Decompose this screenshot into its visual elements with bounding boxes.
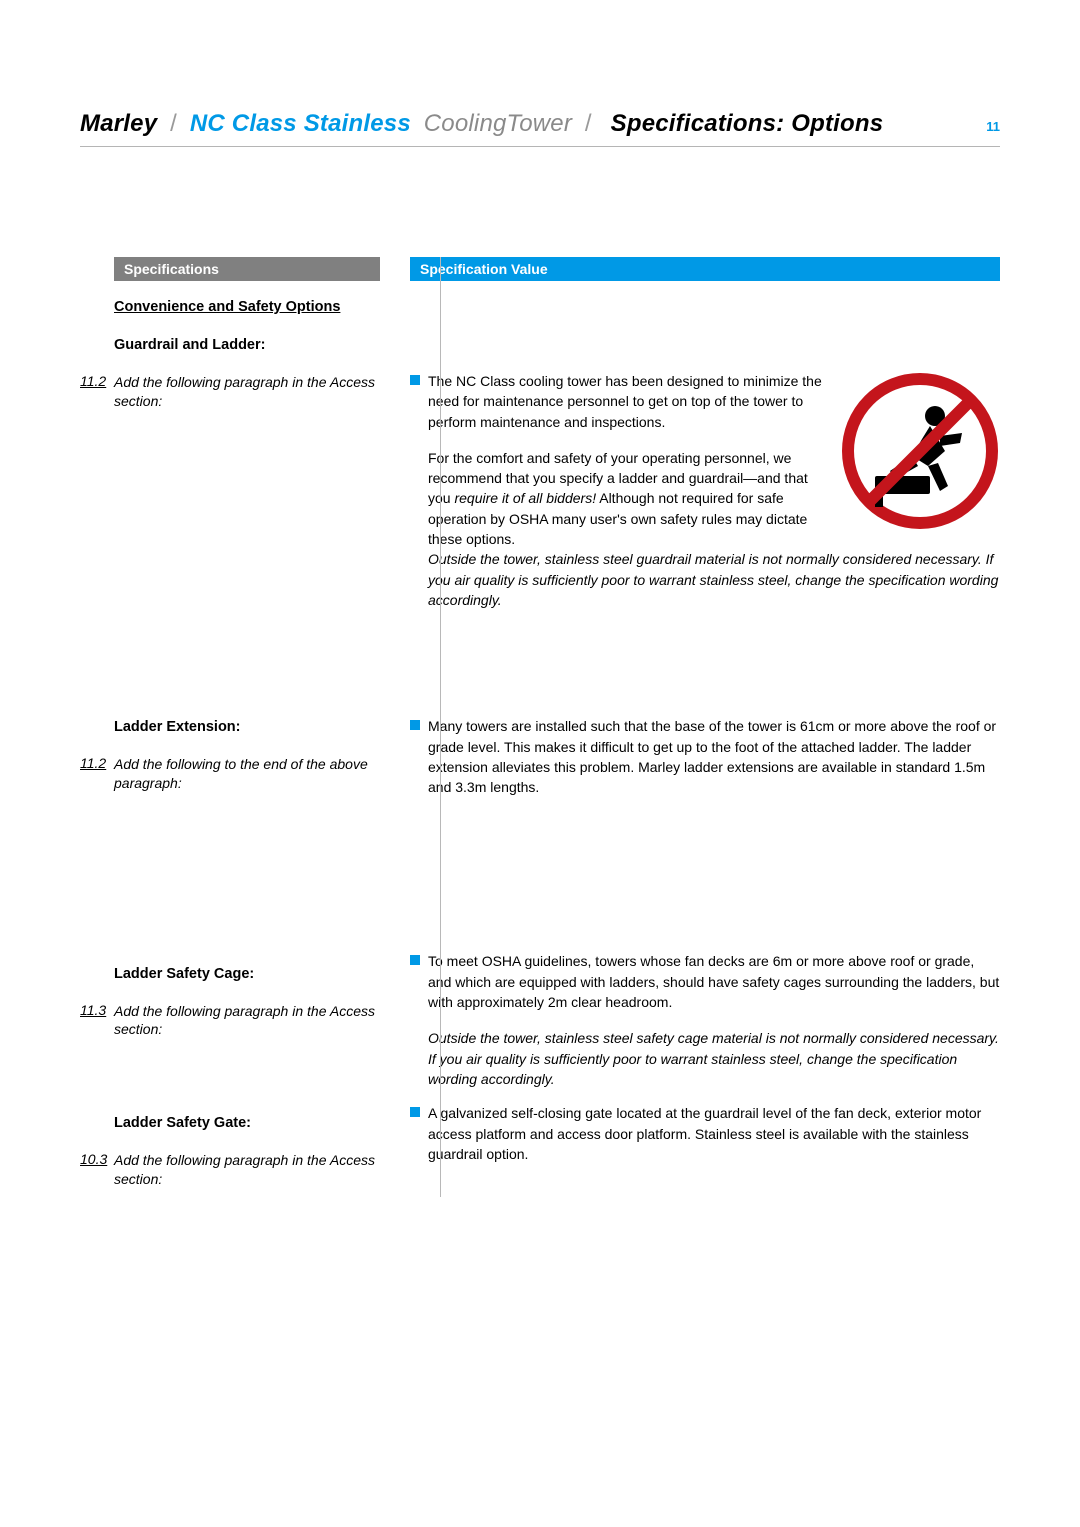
page-number: 11 — [986, 119, 1000, 134]
bullet-icon — [410, 720, 420, 730]
guardrail-p2: For the comfort and safety of your opera… — [428, 448, 824, 549]
content-columns: Specifications Convenience and Safety Op… — [80, 257, 1000, 1197]
page-header: Marley / NC Class Stainless CoolingTower… — [80, 110, 1000, 147]
bullet-icon — [410, 1107, 420, 1117]
guardrail-title: Guardrail and Ladder: — [114, 337, 380, 353]
cage-value-text: To meet OSHA guidelines, towers whose fa… — [428, 951, 1000, 1089]
gate-value-text: A galvanized self-closing gate located a… — [428, 1103, 1000, 1164]
column-divider — [440, 257, 441, 1197]
cage-instruction: Add the following paragraph in the Acces… — [114, 1002, 380, 1040]
cage-title: Ladder Safety Cage: — [114, 966, 380, 982]
guardrail-instruction-row: 11.2 Add the following paragraph in the … — [80, 373, 380, 411]
gate-p1: A galvanized self-closing gate located a… — [428, 1103, 1000, 1164]
cage-p2: Outside the tower, stainless steel safet… — [428, 1028, 1000, 1089]
guardrail-p3: Outside the tower, stainless steel guard… — [428, 549, 1000, 610]
header-slash-2: / — [578, 110, 599, 137]
header-cooling-tower: CoolingTower — [417, 110, 572, 137]
extension-instruction: Add the following to the end of the abov… — [114, 755, 380, 793]
gate-instruction-row: 10.3 Add the following paragraph in the … — [80, 1151, 380, 1189]
specifications-column: Specifications Convenience and Safety Op… — [80, 257, 380, 1197]
header-title: Marley / NC Class Stainless CoolingTower… — [80, 110, 883, 138]
header-specifications: Specifications: Options — [611, 110, 884, 137]
extension-title: Ladder Extension: — [114, 719, 380, 735]
specifications-column-head: Specifications — [114, 257, 380, 281]
header-nc-class: NC Class Stainless — [190, 110, 411, 137]
cage-p1: To meet OSHA guidelines, towers whose fa… — [428, 951, 1000, 1012]
guardrail-p1: The NC Class cooling tower has been desi… — [428, 371, 824, 432]
page: Marley / NC Class Stainless CoolingTower… — [0, 0, 1080, 1257]
bullet-icon — [410, 955, 420, 965]
cage-instruction-row: 11.3 Add the following paragraph in the … — [80, 1002, 380, 1040]
bullet-icon — [410, 375, 420, 385]
extension-instruction-row: 11.2 Add the following to the end of the… — [80, 755, 380, 793]
guardrail-value-text: The NC Class cooling tower has been desi… — [428, 371, 1000, 610]
extension-ref-num: 11.2 — [80, 755, 114, 793]
gate-value: A galvanized self-closing gate located a… — [410, 1103, 1000, 1164]
section-title: Convenience and Safety Options — [114, 299, 380, 315]
no-fall-safety-icon — [840, 371, 1000, 536]
gate-title: Ladder Safety Gate: — [114, 1115, 380, 1131]
value-column-head: Specification Value — [410, 257, 1000, 281]
header-marley: Marley — [80, 110, 157, 137]
guardrail-value: The NC Class cooling tower has been desi… — [410, 371, 1000, 610]
gate-ref-num: 10.3 — [80, 1151, 114, 1189]
cage-value: To meet OSHA guidelines, towers whose fa… — [410, 951, 1000, 1089]
gate-instruction: Add the following paragraph in the Acces… — [114, 1151, 380, 1189]
header-slash-1: / — [163, 110, 184, 137]
guardrail-p2b: require it of all bidders! — [454, 490, 596, 506]
guardrail-ref-num: 11.2 — [80, 373, 114, 411]
extension-value: Many towers are installed such that the … — [410, 716, 1000, 797]
extension-p1: Many towers are installed such that the … — [428, 716, 1000, 797]
extension-value-text: Many towers are installed such that the … — [428, 716, 1000, 797]
guardrail-instruction: Add the following paragraph in the Acces… — [114, 373, 380, 411]
cage-ref-num: 11.3 — [80, 1002, 114, 1040]
value-column: Specification Value The NC Class cooling… — [380, 257, 1000, 1197]
